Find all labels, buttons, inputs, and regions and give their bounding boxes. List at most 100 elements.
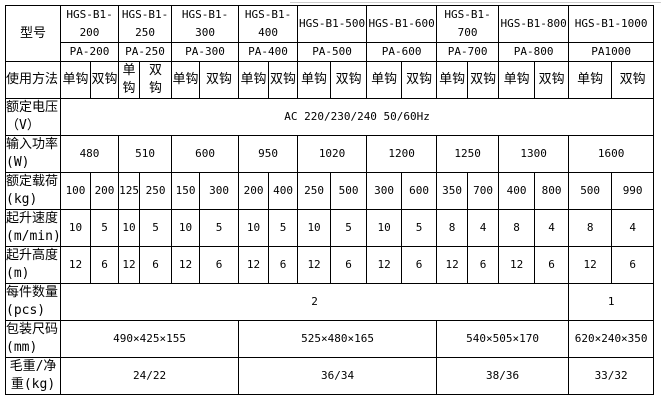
table-cell: 双钩 [467,61,500,99]
table-cell: 300 [199,172,240,210]
table-cell: 350 [436,172,469,210]
table-cell: 600 [401,172,438,210]
table-row: 额定载荷 (kg) 100 200 125 250 150 300 200 400 250 500 3… [5,172,655,210]
pa-model-name: PA-500 [297,42,368,62]
model-name: HGS-B1-300 [171,5,240,43]
table-cell: 6 [611,246,655,284]
table-cell: 双钩 [534,61,570,99]
table-cell: 200 [238,172,270,210]
table-cell: 6 [89,246,120,284]
table-cell: 12 [436,246,469,284]
table-cell: 12 [568,246,613,284]
model-name: HGS-B1-1000 [568,5,655,43]
model-name: HGS-B1- 250 [118,5,173,43]
header-row-pa: PA-200 PA-250 PA-300 PA-400 PA-500 PA-600 PA-7… [6,42,655,62]
table-cell: 5 [330,209,368,247]
table-cell: 990 [611,172,655,210]
table-cell: 单钩 [366,61,403,99]
table-cell: 12 [238,246,270,284]
table-cell: 12 [171,246,201,284]
table-cell: 490×425×155 [59,320,240,358]
table-cell: 5 [199,209,240,247]
table-cell: 620×240×350 [568,320,655,358]
pa-model-name: PA-800 [498,42,570,62]
table-cell: 950 [238,135,299,173]
table-cell: 10 [238,209,270,247]
table-cell: 6 [330,246,368,284]
table-cell: 1250 [436,135,500,173]
table-row: 使用方法 单钩 双钩单 钩双 钩单钩 双钩 单钩 双钩 单钩 双钩 单钩 双钩 单钩 双钩 单钩 双钩 单钩… [5,61,655,99]
row-label: 起升速度 (m/min) [5,209,61,247]
table-cell: 6 [467,246,500,284]
table-cell: 6 [139,246,173,284]
table-cell: 1 [568,283,655,321]
pa-model-name: PA1000 [568,42,655,62]
table-cell: 双钩 [268,61,299,99]
window-top-edge [290,0,661,3]
table-cell: 8 [436,209,469,247]
model-name: HGS-B1- 700 [436,5,500,43]
table-cell: 500 [330,172,368,210]
table-cell: 10 [297,209,332,247]
pa-model-name: PA-250 [118,42,173,62]
table-cell: 双钩 [199,61,240,99]
model-name: HGS-B1-800 [498,5,570,43]
table-cell: 12 [60,246,91,284]
table-cell: AC 220/230/240 50/60Hz [59,98,655,136]
table-cell: 540×505×170 [436,320,570,358]
table-cell: 300 [366,172,403,210]
table-row: 额定电压 （V） AC 220/230/240 50/60Hz [5,98,655,136]
table-cell: 400 [268,172,299,210]
row-label: 使用方法 [5,61,61,99]
table-cell: 双钩 [611,61,655,99]
pa-model-name: PA-300 [171,42,240,62]
table-row: 包装尺码 (mm) 490×425×155 525×480×165 540×505×1… [5,320,655,358]
table-cell: 双钩 [330,61,368,99]
table-cell: 5 [89,209,120,247]
table-cell: 8 [498,209,536,247]
table-cell: 100 [60,172,91,210]
table-cell: 38/36 [436,357,570,395]
table-cell: 125 [118,172,141,210]
pa-model-name: PA-600 [366,42,438,62]
row-label: 额定电压 （V） [5,98,61,136]
table-cell: 1300 [498,135,570,173]
model-name: HGS-B1- 200 [59,5,120,43]
table-cell: 10 [60,209,91,247]
model-name: HGS-B1-500 [297,5,368,43]
table-cell: 36/34 [238,357,438,395]
row-label: 额定载荷 (kg) [5,172,61,210]
table-cell: 33/32 [568,357,655,395]
table-cell: 5 [268,209,299,247]
pa-model-name: PA-200 [59,42,120,62]
model-label: 型号 [5,5,61,62]
table-cell: 5 [401,209,438,247]
table-cell: 2 [59,283,570,321]
table-cell: 6 [401,246,438,284]
table-row: 输入功率 (W) 480 510 600 950 1020 1200 1250 1300 1600 [5,135,655,173]
table-cell: 4 [611,209,655,247]
table-cell: 1020 [297,135,368,173]
table-cell: 1600 [568,135,655,173]
table-row: 毛重/净 重(kg) 24/22 36/34 38/36 33/32 [5,357,655,395]
table-cell: 10 [366,209,403,247]
table-cell: 10 [171,209,201,247]
table-cell: 1200 [366,135,438,173]
table-cell: 6 [199,246,240,284]
table-cell: 单钩 [171,61,201,99]
table-row: 起升高度 (m) 12 6 12 6 12 6 12 6 12 6 12 6 12 6 12 6 12 6 [5,246,655,284]
table-cell: 510 [118,135,173,173]
model-name: HGS-B1-600 [366,5,438,43]
row-label: 起升高度 (m) [5,246,61,284]
table-cell: 单钩 [60,61,91,99]
table-cell: 单钩 [568,61,613,99]
spec-table: 型号 HGS-B1- 200 HGS-B1- 250 HGS-B1-300 HGS-B1… [5,5,655,395]
row-label: 毛重/净 重(kg) [5,357,61,395]
table-cell: 24/22 [59,357,240,395]
row-label: 输入功率 (W) [5,135,61,173]
table-cell: 双 钩 [139,61,173,99]
table-cell: 10 [118,209,141,247]
table-cell: 12 [366,246,403,284]
pa-model-name: PA-700 [436,42,500,62]
table-cell: 150 [171,172,201,210]
